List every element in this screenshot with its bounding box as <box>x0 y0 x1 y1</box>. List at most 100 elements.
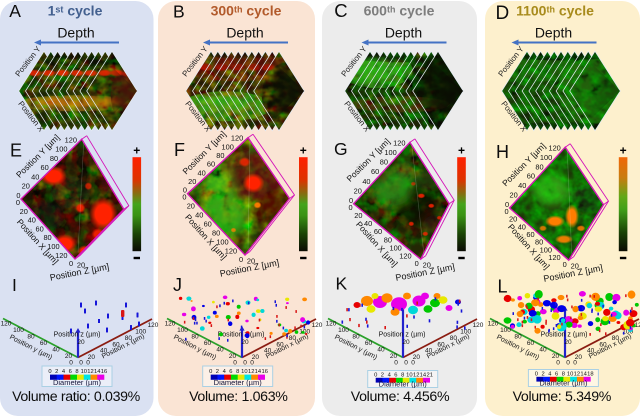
svg-text:Position z (µm): Position z (µm) <box>541 332 588 339</box>
svg-text:20: 20 <box>575 354 583 361</box>
svg-text:0: 0 <box>182 193 186 202</box>
svg-text:0: 0 <box>250 360 254 367</box>
svg-text:60: 60 <box>526 230 534 239</box>
svg-text:60: 60 <box>204 220 212 229</box>
svg-text:0: 0 <box>374 373 377 379</box>
svg-text:80: 80 <box>535 162 543 171</box>
svg-text:600th cycle: 600th cycle <box>364 3 435 19</box>
svg-text:0: 0 <box>535 372 538 378</box>
svg-text:Volume: 5.349%: Volume: 5.349% <box>513 389 612 405</box>
svg-text:80: 80 <box>380 158 388 167</box>
svg-text:100: 100 <box>13 327 24 334</box>
svg-text:0: 0 <box>16 191 20 200</box>
svg-text:40: 40 <box>518 222 526 231</box>
svg-text:40: 40 <box>216 347 224 354</box>
svg-text:300th cycle: 300th cycle <box>211 3 282 19</box>
svg-text:10: 10 <box>567 372 573 378</box>
svg-text:40: 40 <box>100 348 108 355</box>
svg-text:Diameter (µm): Diameter (µm) <box>379 380 428 389</box>
svg-text:0: 0 <box>69 360 73 367</box>
svg-text:120: 120 <box>473 322 484 329</box>
svg-text:120: 120 <box>548 253 560 262</box>
svg-text:6: 6 <box>229 369 232 375</box>
svg-text:12: 12 <box>574 372 580 378</box>
svg-text:0: 0 <box>243 360 247 367</box>
svg-text:40: 40 <box>28 216 36 225</box>
svg-text:60: 60 <box>40 340 48 347</box>
svg-text:40: 40 <box>31 172 39 181</box>
svg-text:100: 100 <box>500 327 511 334</box>
svg-text:Volume: 1.063%: Volume: 1.063% <box>189 389 288 405</box>
svg-text:H: H <box>496 142 509 162</box>
svg-text:+: + <box>620 144 627 158</box>
svg-text:60: 60 <box>276 341 284 348</box>
svg-text:8: 8 <box>236 369 239 375</box>
svg-text:4: 4 <box>62 369 66 375</box>
svg-text:0: 0 <box>563 260 567 269</box>
svg-text:40: 40 <box>52 347 60 354</box>
svg-text:60: 60 <box>527 340 535 347</box>
svg-text:100: 100 <box>299 328 310 335</box>
svg-text:120: 120 <box>165 321 176 328</box>
svg-text:80: 80 <box>27 334 35 341</box>
svg-text:120: 120 <box>231 134 243 143</box>
svg-text:40: 40 <box>264 348 272 355</box>
svg-text:6: 6 <box>394 373 397 379</box>
svg-text:40: 40 <box>198 168 206 177</box>
svg-text:120: 120 <box>312 322 323 329</box>
svg-text:120: 120 <box>393 139 405 148</box>
svg-text:60: 60 <box>40 163 48 172</box>
svg-text:80: 80 <box>212 229 220 238</box>
svg-text:Position z (µm): Position z (µm) <box>54 332 101 339</box>
svg-text:60: 60 <box>437 341 445 348</box>
svg-text:100: 100 <box>338 327 349 334</box>
svg-text:40: 40 <box>539 347 547 354</box>
svg-text:120: 120 <box>1 321 12 328</box>
svg-text:40: 40 <box>377 347 385 354</box>
svg-text:80: 80 <box>216 151 224 160</box>
svg-text:Position z (µm): Position z (µm) <box>218 332 265 339</box>
svg-text:Depth: Depth <box>57 25 94 41</box>
svg-text:60: 60 <box>599 341 607 348</box>
svg-text:80: 80 <box>535 238 543 247</box>
svg-text:A: A <box>9 1 21 21</box>
svg-text:80: 80 <box>43 233 51 242</box>
svg-text:10: 10 <box>406 373 412 379</box>
svg-text:0: 0 <box>233 360 237 367</box>
svg-text:Diameter (µm): Diameter (µm) <box>214 378 263 387</box>
svg-text:80: 80 <box>384 235 392 244</box>
svg-text:0: 0 <box>411 360 415 367</box>
svg-text:4: 4 <box>388 373 392 379</box>
svg-text:12: 12 <box>248 369 254 375</box>
svg-text:40: 40 <box>195 211 203 220</box>
svg-text:100: 100 <box>384 148 396 157</box>
svg-text:K: K <box>336 274 348 294</box>
svg-text:120: 120 <box>635 322 640 329</box>
svg-text:0: 0 <box>183 186 187 195</box>
svg-text:20: 20 <box>65 353 73 360</box>
svg-text:40: 40 <box>425 348 433 355</box>
svg-text:20: 20 <box>188 177 196 186</box>
svg-text:Diameter (µm): Diameter (µm) <box>539 379 588 388</box>
svg-text:100: 100 <box>55 145 67 154</box>
svg-text:20: 20 <box>229 353 237 360</box>
svg-text:20: 20 <box>77 261 85 270</box>
svg-text:+: + <box>300 144 307 158</box>
svg-text:20: 20 <box>402 339 410 346</box>
svg-text:8: 8 <box>401 373 404 379</box>
svg-text:Depth: Depth <box>535 25 572 41</box>
svg-text:40: 40 <box>518 181 526 190</box>
svg-text:60: 60 <box>112 341 120 348</box>
svg-text:6: 6 <box>69 369 72 375</box>
svg-text:0: 0 <box>573 360 577 367</box>
svg-text:0: 0 <box>86 360 90 367</box>
svg-text:20: 20 <box>20 207 28 216</box>
svg-text:20: 20 <box>247 257 255 266</box>
svg-text:2: 2 <box>55 369 58 375</box>
svg-text:1st cycle: 1st cycle <box>48 3 103 19</box>
svg-text:10: 10 <box>81 369 87 375</box>
svg-text:8: 8 <box>75 369 78 375</box>
svg-text:0: 0 <box>16 198 20 207</box>
svg-text:12: 12 <box>87 369 93 375</box>
svg-text:40: 40 <box>362 177 370 186</box>
